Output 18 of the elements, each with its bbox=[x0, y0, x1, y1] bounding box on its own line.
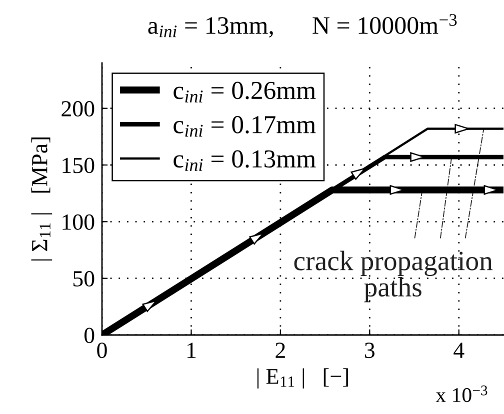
y-axis-title: | Σ$_{11}$ | [MPa] bbox=[31, 137, 52, 261]
legend-label: c$_{ini}$ = 0.17mm bbox=[174, 116, 316, 137]
x-tick-label: 3 bbox=[365, 342, 374, 358]
x-tick-label: 2 bbox=[276, 342, 285, 358]
y-tick-label: 150 bbox=[62, 158, 94, 174]
y-tick-label: 100 bbox=[62, 214, 94, 230]
legend-label: c$_{ini}$ = 0.26mm bbox=[174, 82, 316, 102]
y-tick-label: 50 bbox=[73, 271, 94, 287]
y-tick-label: 0 bbox=[84, 328, 94, 344]
legend-label: c$_{ini}$ = 0.13mm bbox=[174, 150, 316, 171]
chart-title: a$_{ini}$ = 13mm, N = 10000m$^{−3}$ bbox=[148, 14, 457, 38]
annotation: crack propagation paths bbox=[294, 250, 493, 302]
x-tick-label: 4 bbox=[454, 342, 464, 358]
text: x 10$^{−3}$ bbox=[436, 386, 488, 402]
x-axis-title: | E$_{11}$ | [−] bbox=[257, 368, 348, 388]
x-tick-label: 1 bbox=[188, 342, 196, 358]
x-tick-label: 0 bbox=[97, 342, 107, 358]
y-tick-label: 200 bbox=[62, 101, 94, 117]
